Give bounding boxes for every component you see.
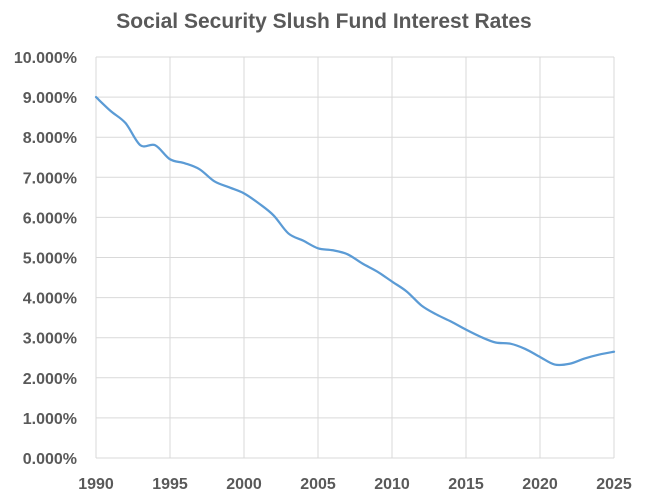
y-tick-label: 7.000% [23,170,77,187]
series-line [94,95,616,367]
y-tick-label: 0.000% [23,451,77,468]
x-tick-label: 2000 [226,476,262,493]
grid-lines [95,56,615,459]
y-tick-label: 9.000% [23,90,77,107]
y-tick-label: 6.000% [23,210,77,227]
y-tick-label: 3.000% [23,331,77,348]
chart-title: Social Security Slush Fund Interest Rate… [116,10,532,33]
x-tick-label: 2025 [596,476,632,493]
x-tick-label: 2010 [374,476,410,493]
x-tick-label: 1995 [152,476,188,493]
axis-labels: 0.000% 1.000% 2.000% 3.000% 4.000% 5.000% 6.00… [14,50,632,493]
y-tick-label: 4.000% [23,291,77,308]
y-tick-label: 2.000% [23,371,77,388]
x-tick-label: 2005 [300,476,336,493]
y-tick-label: 10.000% [14,50,77,67]
x-tick-label: 2020 [522,476,558,493]
y-tick-label: 8.000% [23,130,77,147]
y-tick-label: 5.000% [23,251,77,268]
x-tick-label: 2015 [448,476,484,493]
series-layer [94,95,616,367]
x-tick-label: 1990 [78,476,114,493]
y-tick-label: 1.000% [23,411,77,428]
